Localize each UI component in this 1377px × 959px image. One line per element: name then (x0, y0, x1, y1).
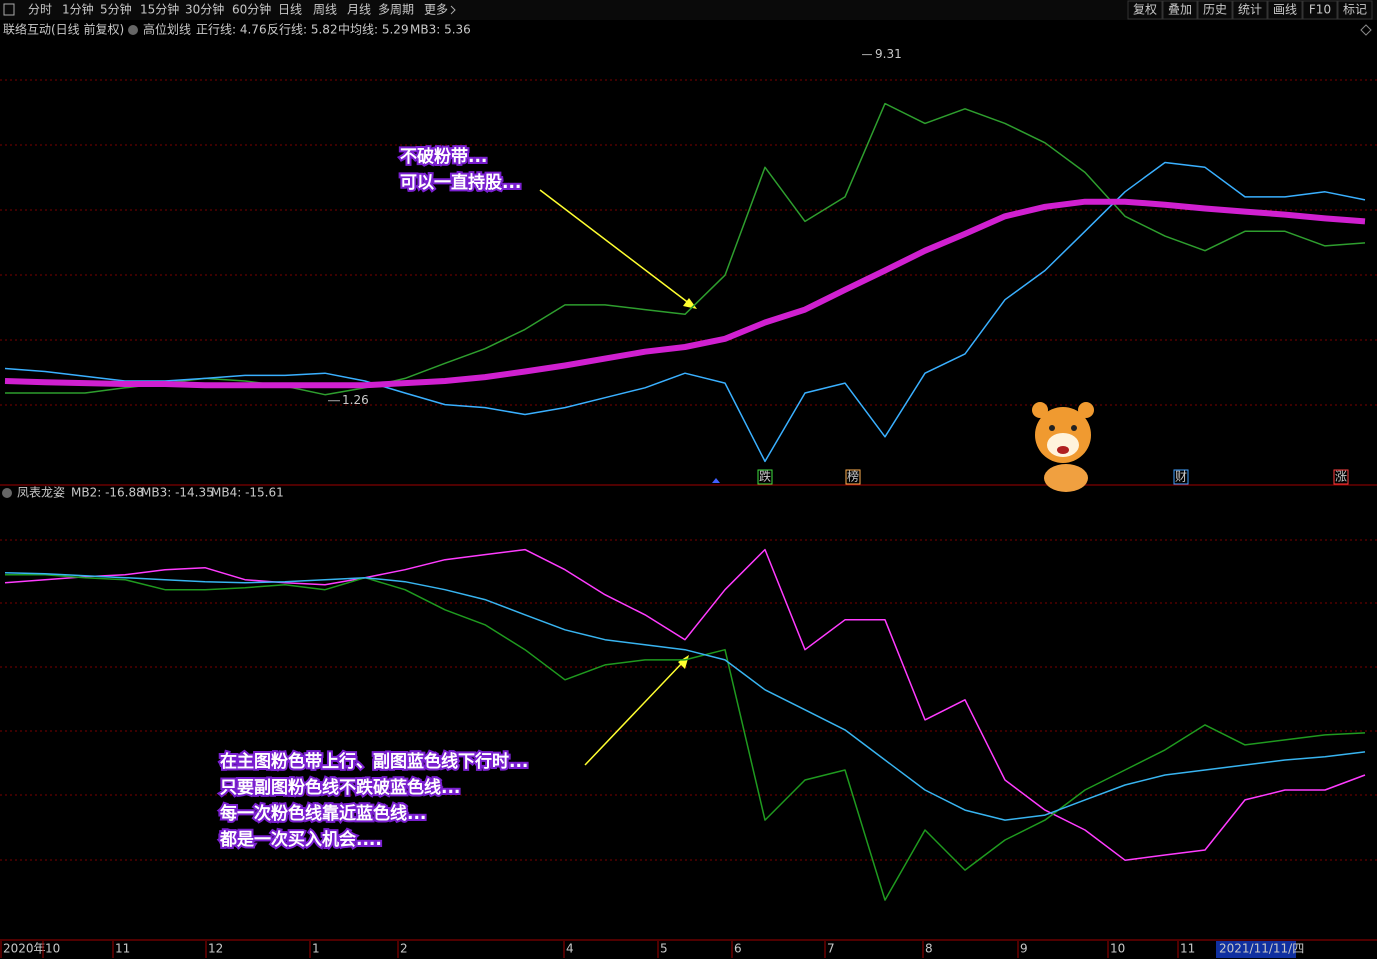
signal-box (845, 469, 861, 485)
toolbar-button-frame[interactable] (1267, 0, 1303, 20)
x-axis-label: 6 (734, 942, 742, 956)
x-axis-label: 8 (925, 942, 933, 956)
toolbar-button-frame[interactable] (1337, 0, 1373, 20)
toolbar-tab[interactable]: 周线 (313, 3, 337, 17)
toolbar-button[interactable]: 历史 (1203, 3, 1227, 17)
x-axis-label: 11 (1180, 942, 1195, 956)
x-axis-label: 5 (660, 942, 668, 956)
series-line (4, 161, 1366, 463)
toolbar-button-frame[interactable] (1302, 0, 1338, 20)
indicator-icon[interactable] (2, 488, 12, 498)
x-axis-label: 10 (1110, 942, 1125, 956)
toolbar-button-frame[interactable] (1162, 0, 1198, 20)
signal: 财 (1175, 470, 1187, 484)
toolbar-tab[interactable]: 5分钟 (100, 2, 132, 17)
x-axis-label: 2 (400, 942, 408, 956)
toolbar-button[interactable]: 标记 (1343, 3, 1367, 17)
mascot (1032, 402, 1094, 492)
toolbar-button[interactable]: 统计 (1238, 3, 1262, 17)
indicator-reading: MB4: -15.61 (211, 486, 284, 500)
x-axis-label: 9 (1020, 942, 1028, 956)
signal: 跌 (759, 469, 771, 484)
indicator-reading: 中均线: 5.29 (338, 22, 409, 37)
mascot-mouth (1057, 446, 1069, 454)
more-icon[interactable] (450, 5, 456, 15)
x-axis-label: 1 (312, 942, 320, 956)
indicator-reading: MB3: -14.35 (141, 486, 214, 500)
sub-title: 凤表龙姿 (17, 486, 65, 500)
indicator-name: 高位划线 (143, 22, 191, 37)
cursor-date: 2021/11/11/四 (1219, 942, 1304, 956)
expand-icon[interactable] (1360, 24, 1372, 36)
annotation: 不破粉带... (400, 146, 487, 167)
cursor-date-box (1216, 941, 1296, 958)
toolbar-icon[interactable] (3, 3, 15, 16)
x-axis-label: 11 (115, 942, 130, 956)
annotation: 在主图粉色带上行、副图蓝色线下行时... (220, 751, 528, 772)
toolbar (0, 0, 1377, 20)
signal: 榜 (847, 469, 859, 484)
annotation: 每一次粉色线靠近蓝色线... (220, 803, 426, 824)
indicator-reading: MB3: 5.36 (410, 23, 471, 37)
toolbar-button[interactable]: 叠加 (1168, 3, 1192, 17)
x-axis-label: 4 (566, 942, 574, 956)
x-axis-label: 12 (208, 942, 223, 956)
x-axis-label: 10 (45, 942, 60, 956)
mascot-ear (1078, 402, 1094, 418)
mascot-body (1044, 464, 1088, 492)
toolbar-tab[interactable]: 分时 (28, 3, 52, 17)
toolbar-tab[interactable]: 30分钟 (185, 2, 224, 17)
mascot-ear (1032, 402, 1048, 418)
grid (0, 79, 1377, 861)
mascot-muzzle (1047, 433, 1079, 457)
toolbar-tab[interactable]: 多周期 (378, 3, 414, 17)
toolbar-button[interactable]: F10 (1309, 3, 1331, 17)
high-label: 9.31 (875, 47, 902, 61)
series-line (4, 571, 1366, 821)
annotation: 可以一直持股... (400, 172, 521, 193)
series-line (5, 573, 1366, 901)
indicator-reading: 正行线: 4.76 (196, 23, 267, 37)
indicator-reading: 反行线: 5.82 (267, 23, 338, 37)
mascot-eye (1049, 425, 1055, 431)
signal: 涨 (1335, 469, 1347, 484)
indicator-reading: MB2: -16.88 (71, 486, 144, 500)
series-line (4, 198, 1366, 389)
toolbar-tab[interactable]: 15分钟 (140, 2, 179, 17)
signal-box (1173, 469, 1189, 485)
mascot-eye (1071, 425, 1077, 431)
signal-box (1333, 469, 1349, 485)
toolbar-tab[interactable]: 60分钟 (232, 2, 271, 17)
main-title: 联络互动(日线 前复权) (3, 22, 124, 37)
arrow (539, 189, 691, 305)
annotation: 都是一次买入机会.... (219, 829, 382, 850)
arrow-head (678, 655, 689, 669)
series-line (5, 102, 1366, 396)
toolbar-button-frame[interactable] (1232, 0, 1268, 20)
signal-box (757, 469, 773, 485)
marker (712, 478, 720, 483)
toolbar-button-frame[interactable] (1127, 0, 1163, 20)
toolbar-button[interactable]: 复权 (1133, 3, 1157, 17)
toolbar-tab[interactable]: 1分钟 (62, 2, 94, 17)
toolbar-button[interactable]: 画线 (1273, 3, 1297, 17)
series-line (4, 548, 1366, 861)
x-axis-label: 7 (827, 942, 835, 956)
toolbar-tab[interactable]: 日线 (278, 3, 302, 17)
arrow (584, 661, 684, 766)
x-axis-label: 2020年 (3, 942, 46, 956)
low-label: 1.26 (342, 393, 369, 407)
toolbar-tab[interactable]: 月线 (347, 3, 371, 17)
indicator-icon[interactable] (128, 25, 138, 35)
annotation: 只要副图粉色线不跌破蓝色线... (220, 777, 460, 798)
toolbar-tab[interactable]: 更多 (424, 3, 448, 17)
toolbar-button-frame[interactable] (1197, 0, 1233, 20)
